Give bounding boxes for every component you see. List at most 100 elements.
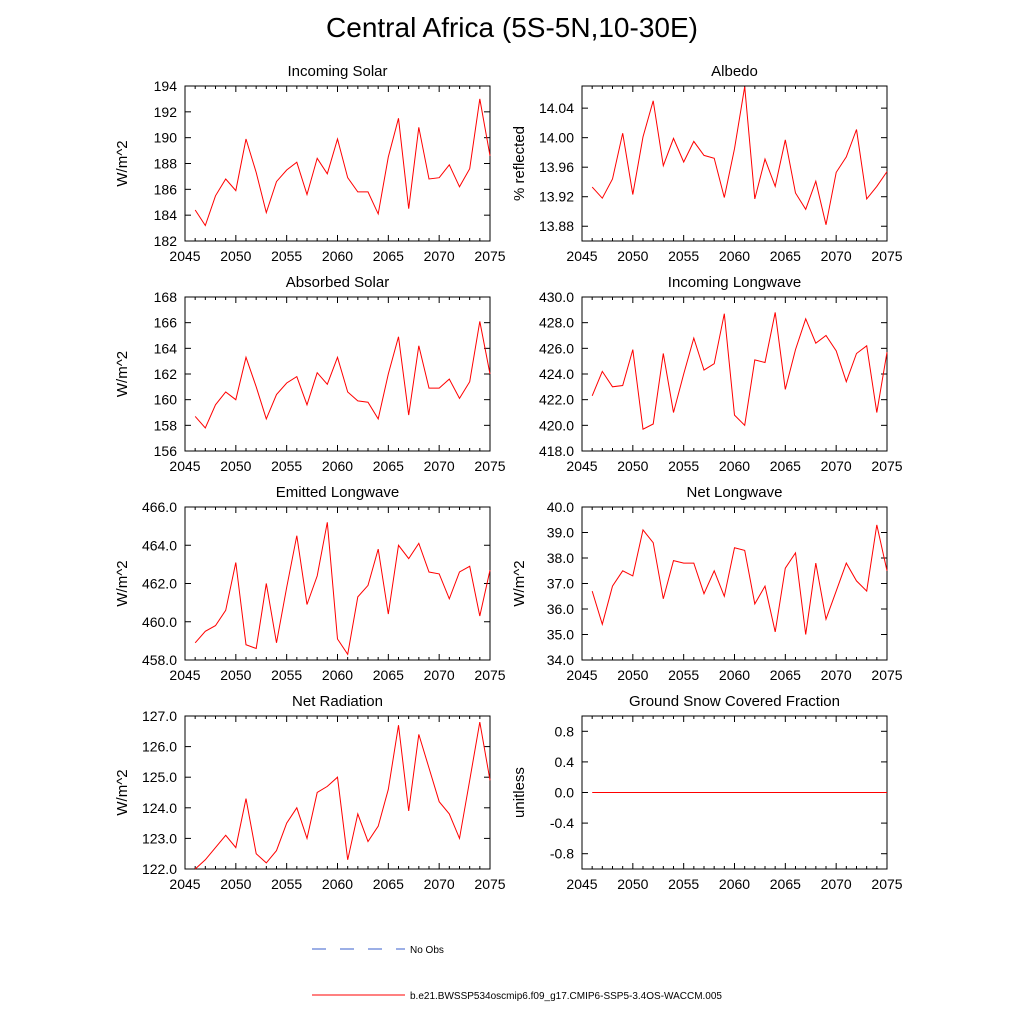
y-tick-label: 182 [154,233,178,249]
x-tick-label: 2060 [719,667,750,683]
plot-frame [581,506,888,661]
x-tick-label: 2065 [373,248,404,264]
y-tick-label: 458.0 [142,652,177,668]
y-axis-label: W/m^2 [114,560,131,606]
y-tick-label: 430.0 [539,289,574,305]
series-line [194,321,491,429]
y-tick-label: 124.0 [142,800,177,816]
y-axis-label: W/m^2 [114,769,131,815]
y-tick-label: 158 [154,417,178,433]
y-tick-label: 164 [154,340,178,356]
y-tick-label: 125.0 [142,769,177,785]
x-tick-label: 2075 [871,876,902,892]
x-tick-label: 2060 [322,667,353,683]
y-tick-label: 424.0 [539,366,574,382]
y-tick-label: 190 [154,130,178,146]
panel-2: Albedo 2045 2050 2055 2060 2065 2070 2075 13.88 1… [511,63,903,264]
plot-frame [184,85,491,242]
y-tick-label: 127.0 [142,708,177,724]
y-tick-label: 122.0 [142,861,177,877]
panel-1: Incoming Solar 2045 2050 2055 2060 2065 2070 20… [114,63,506,264]
x-tick-label: 2055 [668,458,699,474]
y-tick-label: 420.0 [539,417,574,433]
y-axis-label: unitless [511,767,528,818]
y-tick-label: 14.04 [539,100,574,116]
legend-model-label: b.e21.BWSSP534oscmip6.f09_g17.CMIP6-SSP5… [410,991,722,1002]
y-tick-label: 168 [154,289,178,305]
y-tick-label: 466.0 [142,499,177,515]
x-tick-label: 2045 [169,248,200,264]
x-tick-label: 2070 [821,458,852,474]
legend-obs-label: No Obs [410,945,444,956]
y-tick-label: 156 [154,443,178,459]
y-tick-label: 162 [154,366,178,382]
x-tick-label: 2070 [821,667,852,683]
y-tick-label: 0.8 [555,723,575,739]
x-tick-label: 2070 [424,667,455,683]
y-tick-label: 123.0 [142,830,177,846]
y-tick-label: 36.0 [547,601,574,617]
x-tick-label: 2055 [668,248,699,264]
x-tick-label: 2055 [271,876,302,892]
y-tick-label: 464.0 [142,537,177,553]
x-tick-label: 2055 [271,667,302,683]
x-tick-label: 2060 [322,248,353,264]
x-tick-label: 2045 [169,667,200,683]
x-tick-label: 2065 [770,876,801,892]
y-tick-label: 426.0 [539,340,574,356]
series-line [194,722,491,870]
y-tick-label: 38.0 [547,550,574,566]
panel-title: Emitted Longwave [276,484,399,501]
x-tick-label: 2060 [719,458,750,474]
y-tick-label: -0.8 [550,846,574,862]
x-tick-label: 2050 [220,458,251,474]
x-tick-label: 2070 [424,876,455,892]
x-tick-label: 2060 [322,458,353,474]
x-tick-label: 2075 [474,458,505,474]
x-tick-label: 2045 [566,667,597,683]
y-axis-label: W/m^2 [114,140,131,186]
x-tick-label: 2055 [668,876,699,892]
y-tick-label: 418.0 [539,443,574,459]
panel-title: Net Radiation [292,693,383,710]
panel-title: Incoming Longwave [668,274,801,291]
y-tick-label: 39.0 [547,525,574,541]
x-tick-label: 2045 [566,248,597,264]
panel-title: Albedo [711,63,758,80]
y-tick-label: 13.96 [539,159,574,175]
y-axis-label: W/m^2 [114,351,131,397]
panel-5: Emitted Longwave 2045 2050 2055 2060 2065 2070… [114,484,506,683]
panel-title: Absorbed Solar [286,274,389,291]
panel-title: Incoming Solar [287,63,387,80]
series-line [591,312,888,430]
panel-title: Net Longwave [687,484,783,501]
plot-frame [184,715,491,870]
y-tick-label: 184 [154,207,178,223]
y-tick-label: -0.4 [550,815,574,831]
y-tick-label: 186 [154,181,178,197]
x-tick-label: 2045 [169,876,200,892]
y-tick-label: 40.0 [547,499,574,515]
x-tick-label: 2075 [474,248,505,264]
panel-title: Ground Snow Covered Fraction [629,693,840,710]
x-tick-label: 2065 [770,248,801,264]
legend: No Obs b.e21.BWSSP534oscmip6.f09_g17.CMIP… [312,945,722,1002]
x-tick-label: 2070 [821,248,852,264]
y-tick-label: 0.4 [555,754,575,770]
x-tick-label: 2075 [474,876,505,892]
plot-frame [184,296,491,452]
x-tick-label: 2065 [373,458,404,474]
panel-7: Net Radiation 2045 2050 2055 2060 2065 2070 207… [114,693,506,892]
series-line [591,524,888,635]
y-tick-label: 13.92 [539,189,574,205]
x-tick-label: 2070 [424,458,455,474]
y-tick-label: 460.0 [142,614,177,630]
x-tick-label: 2075 [871,667,902,683]
x-tick-label: 2065 [373,876,404,892]
x-tick-label: 2065 [770,667,801,683]
x-tick-label: 2075 [474,667,505,683]
y-tick-label: 166 [154,315,178,331]
x-tick-label: 2055 [271,458,302,474]
x-tick-label: 2050 [617,667,648,683]
